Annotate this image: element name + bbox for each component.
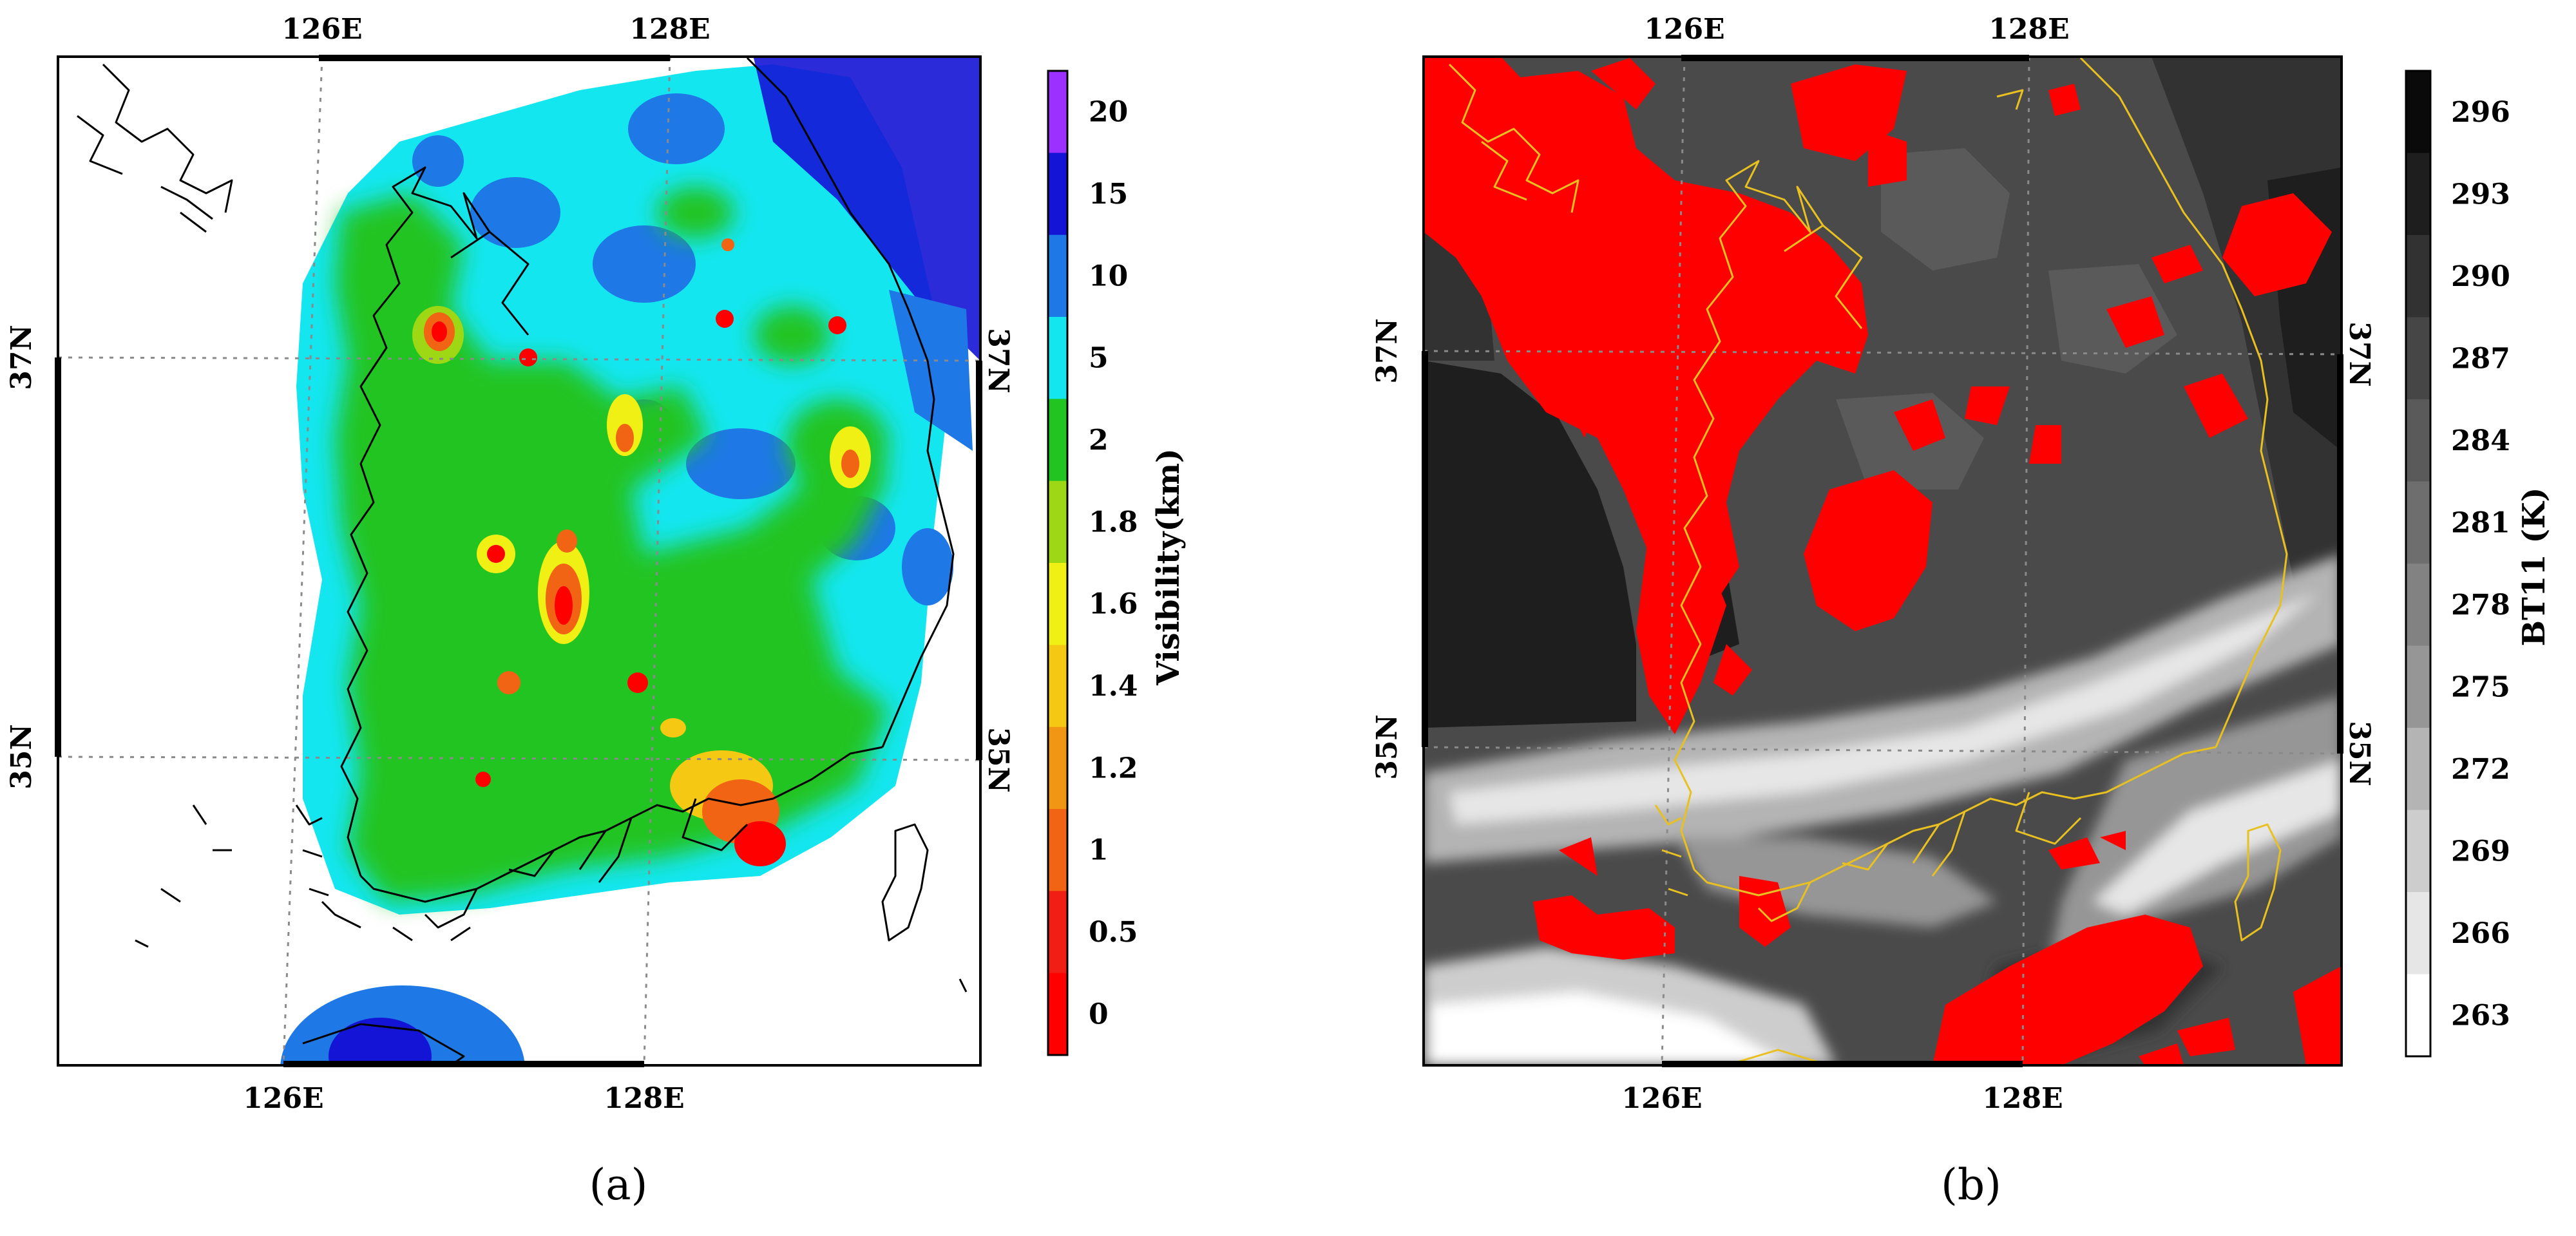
left-tick-b-37N: 37N xyxy=(1371,318,1404,383)
map-frame-a xyxy=(57,55,982,1067)
top-tick-a-126E: 126E xyxy=(281,13,362,46)
colorbar-swatch xyxy=(2406,645,2430,728)
left-tick-b-35N: 35N xyxy=(1371,714,1404,779)
bottom-tick-b-126E: 126E xyxy=(1621,1082,1702,1115)
colorbar-tick-label: 263 xyxy=(2451,999,2510,1032)
caption-b: (b) xyxy=(1941,1160,2001,1210)
colorbar-b-title: BT11 (K) xyxy=(2516,488,2552,647)
colorbar-tick-label: 1.4 xyxy=(1089,670,1138,703)
colorbar-swatch xyxy=(2406,728,2430,810)
colorbar-a: 20 15 10 5 2 1.8 1.6 1.4 1.2 1 0.5 0 Visibility(km) xyxy=(1047,70,1187,1056)
colorbar-swatch xyxy=(1048,317,1067,399)
colorbar-swatch xyxy=(2406,399,2430,482)
colorbar-tick-label: 287 xyxy=(2451,342,2510,375)
map-b xyxy=(1424,57,2342,1065)
left-tick-a-35N: 35N xyxy=(5,724,38,789)
colorbar-swatch xyxy=(1048,563,1067,645)
low-visibility-hotspots xyxy=(412,238,871,866)
tick-labels-b: 126E 128E 126E 128E 37N 35N 37N 35N xyxy=(1371,13,2376,1115)
panel-b: 126E 128E 126E 128E 37N 35N 37N 35N 2962… xyxy=(1371,13,2552,1210)
colorbar-swatch xyxy=(1048,399,1067,482)
colorbar-swatch xyxy=(1048,809,1067,891)
colorbar-swatch xyxy=(1048,71,1067,153)
colorbar-swatch xyxy=(1048,153,1067,236)
top-tick-b-126E: 126E xyxy=(1644,13,1724,46)
caption-a: (a) xyxy=(589,1160,648,1210)
colorbar-tick-label: 275 xyxy=(2451,670,2510,703)
colorbar-tick-label: 1.2 xyxy=(1089,752,1138,784)
top-tick-a-128E: 128E xyxy=(629,13,710,46)
colorbar-tick-label: 0.5 xyxy=(1089,916,1138,949)
colorbar-b: 296 293 290 287 284 281 278 275 272 269 266 263 BT1… xyxy=(2405,70,2552,1058)
colorbar-tick-label: 1.8 xyxy=(1089,506,1138,538)
right-tick-a-35N: 35N xyxy=(982,727,1015,792)
colorbar-tick-label: 281 xyxy=(2451,506,2510,539)
tick-labels-a: 126E 128E 126E 128E 37N 35N 37N 35N xyxy=(5,13,1015,1115)
colorbar-swatch xyxy=(2406,974,2430,1057)
bottom-tick-b-128E: 128E xyxy=(1982,1082,2063,1115)
colorbar-swatch xyxy=(1048,727,1067,810)
colorbar-tick-label: 1.6 xyxy=(1089,588,1138,621)
colorbar-tick-label: 1 xyxy=(1089,834,1109,867)
colorbar-tick-label: 2 xyxy=(1089,424,1109,457)
colorbar-tick-label: 278 xyxy=(2451,589,2510,622)
grid-a xyxy=(58,57,980,1065)
colorbar-tick-label: 296 xyxy=(2451,96,2510,129)
colorbar-tick-label: 269 xyxy=(2451,835,2510,868)
map-frame-b xyxy=(1422,55,2343,1067)
colorbar-tick-label: 290 xyxy=(2451,260,2510,293)
colorbar-swatch xyxy=(2406,481,2430,564)
colorbar-swatch xyxy=(1048,234,1067,318)
colorbar-swatch xyxy=(1048,891,1067,974)
colorbar-tick-label: 20 xyxy=(1089,96,1128,129)
colorbar-b-blocks xyxy=(2406,71,2430,1057)
colorbar-swatch xyxy=(2406,564,2430,646)
colorbar-tick-label: 0 xyxy=(1089,998,1109,1031)
panel-a: 126E 128E 126E 128E 37N 35N 37N 35N 2015… xyxy=(5,13,1187,1210)
map-a xyxy=(58,57,980,1065)
colorbar-a-title: Visibility(km) xyxy=(1150,448,1187,686)
colorbar-swatch xyxy=(2406,317,2430,400)
coastline-a xyxy=(77,57,968,1065)
colorbar-tick-label: 5 xyxy=(1089,342,1109,375)
colorbar-swatch xyxy=(2406,71,2430,153)
colorbar-swatch xyxy=(1048,480,1067,564)
right-tick-a-37N: 37N xyxy=(982,328,1015,393)
colorbar-swatch xyxy=(2406,153,2430,236)
bottom-tick-a-128E: 128E xyxy=(604,1082,684,1115)
fog-detection-areas xyxy=(1424,57,2342,1065)
colorbar-swatch xyxy=(2406,810,2430,893)
right-tick-b-35N: 35N xyxy=(2343,721,2376,786)
colorbar-b-labels: 296 293 290 287 284 281 278 275 272 269 266 263 xyxy=(2451,96,2510,1032)
colorbar-a-labels: 20 15 10 5 2 1.8 1.6 1.4 1.2 1 0.5 0 xyxy=(1089,96,1138,1031)
colorbar-swatch xyxy=(2406,892,2430,975)
coastline-b xyxy=(1448,57,2288,1065)
colorbar-swatch xyxy=(1048,645,1067,728)
colorbar-swatch xyxy=(1048,973,1067,1056)
right-tick-b-37N: 37N xyxy=(2343,321,2376,386)
bottom-tick-a-126E: 126E xyxy=(243,1082,323,1115)
colorbar-a-blocks xyxy=(1048,71,1067,1056)
colorbar-tick-label: 284 xyxy=(2451,424,2510,457)
left-tick-a-37N: 37N xyxy=(5,325,38,390)
colorbar-tick-label: 293 xyxy=(2451,178,2510,211)
colorbar-tick-label: 10 xyxy=(1089,260,1128,292)
colorbar-tick-label: 266 xyxy=(2451,917,2510,950)
top-tick-b-128E: 128E xyxy=(1989,13,2069,46)
colorbar-tick-label: 15 xyxy=(1089,178,1128,211)
colorbar-tick-label: 272 xyxy=(2451,753,2510,786)
colorbar-swatch xyxy=(2406,235,2430,318)
